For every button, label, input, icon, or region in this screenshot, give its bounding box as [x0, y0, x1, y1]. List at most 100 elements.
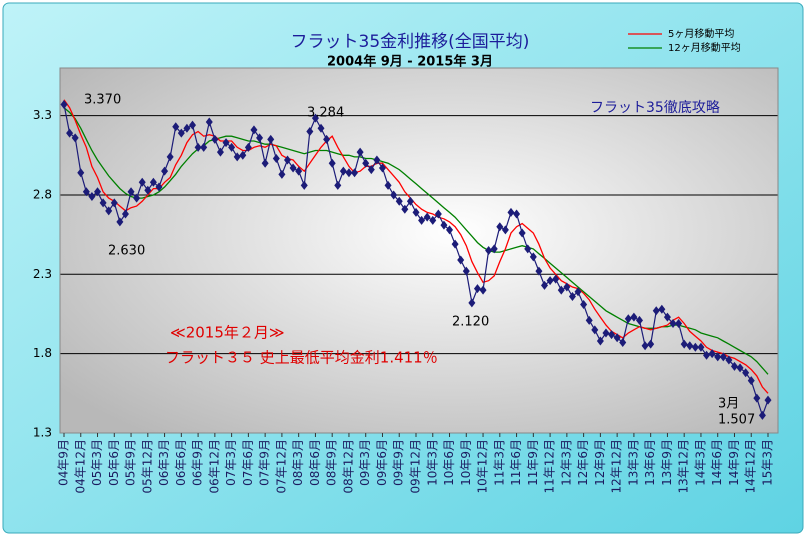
data-point [596, 336, 604, 346]
data-point [328, 158, 336, 168]
data-point [71, 133, 79, 143]
data-point [228, 142, 236, 152]
data-point [300, 180, 308, 190]
data-point [686, 341, 694, 351]
data-point [479, 285, 487, 295]
data-point [423, 212, 431, 222]
data-point [691, 342, 699, 352]
x-tick-label: 13年9月 [660, 439, 674, 486]
data-point [708, 349, 716, 359]
data-point [680, 339, 688, 349]
data-point [434, 209, 442, 219]
data-point [94, 187, 102, 197]
x-tick-label: 05年3月 [90, 439, 104, 486]
x-tick-label: 06年12月 [207, 439, 221, 494]
data-point [518, 228, 526, 238]
legend-label: 5ヶ月移動平均 [668, 27, 734, 40]
data-point [323, 134, 331, 144]
data-point [468, 298, 476, 308]
data-point [501, 225, 509, 235]
x-tick-label: 07年6月 [241, 439, 255, 486]
y-tick-label: 2.3 [33, 267, 52, 281]
data-point [563, 282, 571, 292]
x-tick-label: 12年3月 [559, 439, 573, 486]
data-point [663, 312, 671, 322]
data-point [507, 207, 515, 217]
data-point [557, 285, 565, 295]
data-point [736, 363, 744, 373]
data-point [334, 180, 342, 190]
data-point [390, 190, 398, 200]
x-tick-label: 09年9月 [392, 439, 406, 486]
data-point [568, 292, 576, 302]
x-tick-label: 12年9月 [593, 439, 607, 486]
data-point [82, 187, 90, 197]
data-point [496, 222, 504, 232]
x-tick-label: 06年6月 [174, 439, 188, 486]
data-point [317, 123, 325, 133]
data-point [440, 220, 448, 230]
x-tick-label: 08年12月 [341, 439, 355, 494]
data-point [541, 280, 549, 290]
data-point [351, 168, 359, 178]
data-point [395, 196, 403, 206]
data-point [272, 153, 280, 163]
annotation: ≪2015年２月≫ [170, 324, 285, 342]
data-point [216, 147, 224, 157]
data-point [602, 328, 610, 338]
data-point [60, 100, 68, 109]
data-point [116, 217, 124, 227]
data-point [630, 312, 638, 322]
data-point [222, 138, 230, 148]
data-point [529, 252, 537, 262]
data-point [133, 193, 141, 203]
data-point [189, 120, 197, 130]
data-point [647, 339, 655, 349]
data-point [585, 315, 593, 325]
data-point [641, 341, 649, 351]
data-point [658, 304, 666, 314]
data-point [161, 166, 169, 176]
x-tick-label: 05年6月 [107, 439, 121, 486]
data-point [473, 284, 481, 294]
data-point [742, 368, 750, 378]
x-tick-label: 08年9月 [325, 439, 339, 486]
data-point [619, 338, 627, 348]
data-point [552, 274, 560, 284]
annotation: 3月 [718, 397, 739, 412]
data-point [652, 306, 660, 316]
x-tick-label: 04年9月 [57, 439, 71, 486]
data-point [725, 355, 733, 365]
x-tick-label: 14年12月 [744, 439, 758, 494]
annotation: 2.630 [108, 244, 145, 259]
x-tick-label: 07年9月 [258, 439, 272, 486]
data-point [233, 152, 241, 162]
data-point [373, 155, 381, 165]
data-point [121, 209, 129, 219]
data-point [367, 165, 375, 175]
data-point [378, 163, 386, 173]
data-point [283, 155, 291, 165]
data-point [362, 158, 370, 168]
plot-border [59, 67, 779, 434]
x-tick-label: 07年3月 [224, 439, 238, 486]
data-point [429, 215, 437, 225]
x-tick-label: 08年3月 [291, 439, 305, 486]
y-tick-label: 2.8 [33, 187, 52, 201]
data-point [675, 319, 683, 328]
data-point [244, 142, 252, 152]
data-point [608, 330, 616, 340]
x-tick-label: 06年9月 [191, 439, 205, 486]
data-point [250, 125, 258, 135]
x-tick-label: 14年3月 [693, 439, 707, 486]
y-tick-label: 1.3 [33, 426, 52, 440]
x-tick-label: 06年3月 [157, 439, 171, 486]
data-point [99, 198, 107, 208]
x-tick-label: 09年3月 [358, 439, 372, 486]
data-point [758, 410, 766, 420]
data-point [546, 276, 554, 286]
data-point [669, 319, 677, 328]
data-point [703, 350, 711, 360]
data-point [144, 185, 152, 195]
data-point [513, 209, 521, 219]
